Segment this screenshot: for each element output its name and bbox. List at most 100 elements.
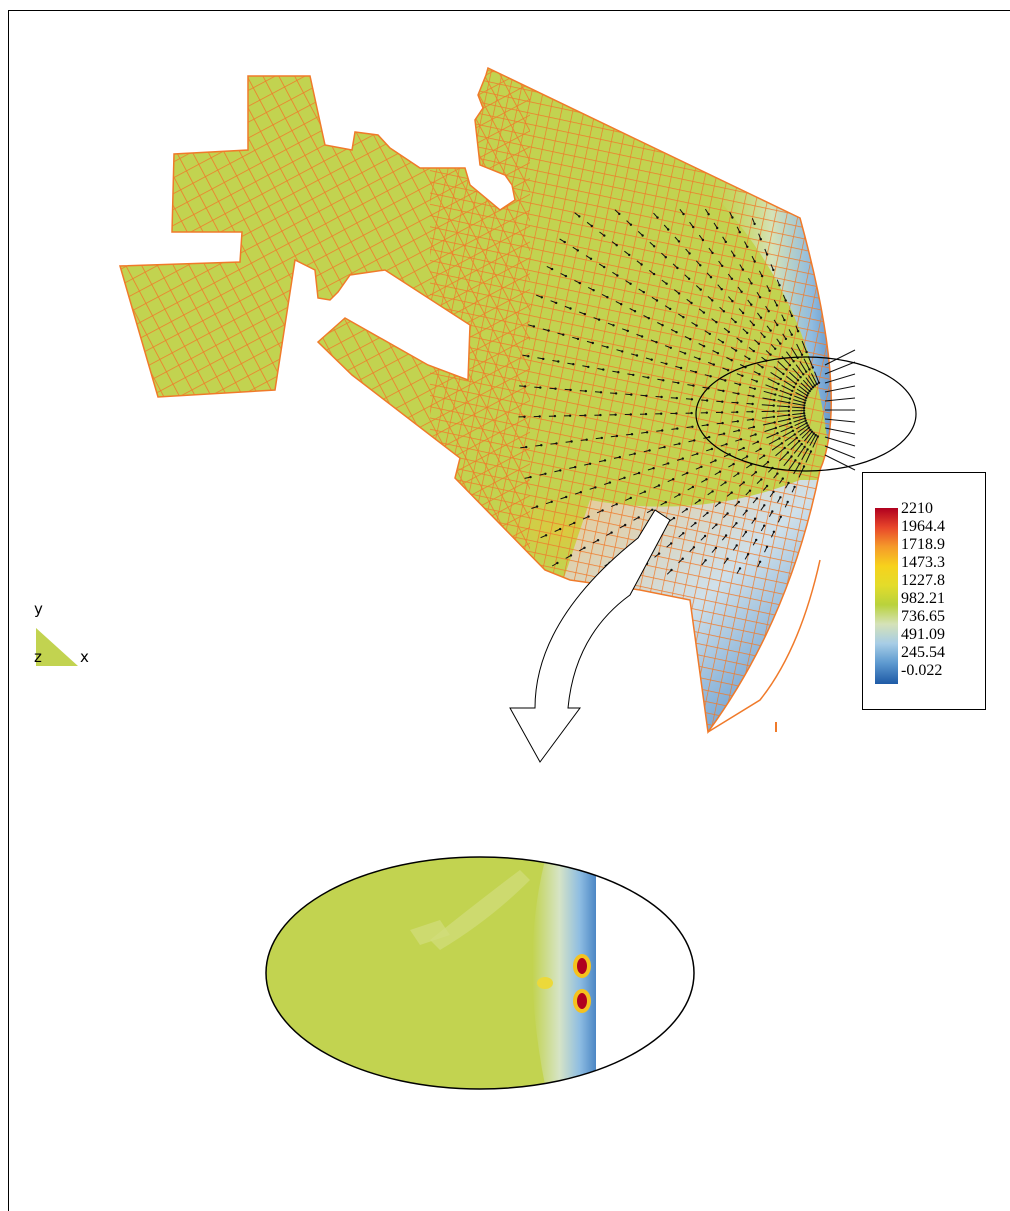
velocity-arrow-head (804, 419, 807, 422)
velocity-arrow-head (664, 256, 667, 259)
velocity-arrow-head (732, 462, 735, 466)
velocity-arrow (801, 340, 808, 353)
velocity-arrow (793, 399, 805, 404)
velocity-arrow-head (559, 527, 562, 531)
velocity-arrow-head (753, 260, 756, 263)
velocity-arrow (799, 427, 810, 436)
velocity-arrow (787, 437, 798, 446)
velocity-arrow-head (752, 349, 755, 353)
velocity-arrow-head (761, 366, 764, 369)
velocity-arrow-head (557, 360, 560, 363)
legend-tick: -0.022 (901, 662, 943, 679)
velocity-arrow (761, 416, 774, 419)
velocity-arrow (797, 446, 806, 458)
velocity-arrow-head (702, 345, 706, 348)
velocity-arrow-head (750, 282, 753, 285)
velocity-arrow (768, 437, 780, 445)
velocity-arrow-head (788, 397, 792, 400)
velocity-arrow-head (721, 421, 724, 425)
velocity-arrow-head (721, 264, 724, 268)
velocity-arrow-head (786, 500, 789, 504)
velocity-arrow-head (699, 264, 702, 267)
velocity-arrow-head (731, 216, 734, 219)
axes-triangle-icon (36, 628, 78, 666)
coordinate-axes: y z x (30, 600, 110, 670)
velocity-arrow-head (791, 429, 795, 432)
velocity-arrow-head (621, 350, 624, 353)
velocity-arrow-head (554, 387, 557, 390)
velocity-arrow (795, 422, 807, 430)
velocity-arrow (796, 343, 803, 356)
velocity-arrow-head (672, 516, 676, 520)
velocity-arrow-head (796, 379, 800, 382)
velocity-arrow-head (603, 234, 606, 237)
velocity-arrow (792, 412, 805, 416)
velocity-arrow-head (742, 446, 745, 450)
velocity-arrow-head (765, 484, 769, 488)
velocity-arrow (779, 389, 792, 396)
velocity-arrow-head (569, 388, 572, 392)
velocity-arrow-head (725, 443, 728, 446)
velocity-arrow-head (615, 503, 618, 506)
velocity-arrow-head (784, 337, 788, 341)
velocity-arrow-head (640, 263, 643, 266)
velocity-arrow-head (574, 465, 577, 469)
velocity-arrow-head (614, 392, 618, 395)
velocity-arrow-head (694, 370, 698, 374)
velocity-arrow-head (755, 380, 758, 383)
velocity-arrow-head (532, 325, 536, 328)
velocity-arrow-head (741, 374, 744, 377)
velocity-arrow (762, 397, 775, 401)
velocity-arrow (801, 449, 809, 461)
velocity-arrow-head (682, 212, 685, 216)
velocity-arrow-head (760, 478, 763, 481)
velocity-arrow-head (750, 303, 753, 306)
velocity-arrow-head (594, 486, 597, 489)
velocity-arrow-head (587, 365, 590, 369)
velocity-arrow-head (712, 363, 715, 366)
velocity-arrow-head (663, 445, 666, 449)
velocity-arrow-head (588, 462, 592, 465)
velocity-arrow-head (667, 228, 670, 231)
velocity-arrow (775, 447, 786, 457)
velocity-arrow-head (779, 515, 782, 518)
velocity-arrow (781, 385, 793, 392)
velocity-arrow-head (802, 406, 806, 410)
velocity-arrow (798, 385, 809, 394)
velocity-arrow-head (592, 289, 595, 292)
velocity-arrow-head (632, 373, 635, 377)
velocity-arrow-head (711, 299, 714, 302)
velocity-arrow-head (584, 389, 587, 393)
frame-top-border (8, 10, 1010, 11)
velocity-arrow (786, 351, 794, 362)
velocity-arrow-head (759, 238, 762, 241)
velocity-arrow (790, 347, 799, 359)
velocity-arrow (824, 436, 856, 447)
velocity-arrow (783, 380, 795, 388)
velocity-arrow-head (544, 534, 548, 537)
velocity-arrow-head (779, 377, 782, 381)
velocity-arrow-head (768, 289, 771, 292)
velocity-arrow-head (795, 436, 798, 440)
velocity-arrow-head (603, 265, 606, 269)
velocity-arrow-head (754, 471, 758, 474)
velocity-arrow-head (776, 432, 779, 435)
velocity-arrow-head (705, 478, 708, 481)
velocity-arrow-head (736, 410, 739, 414)
velocity-arrow-head (629, 496, 632, 500)
velocity-arrow-head (664, 501, 667, 504)
velocity-arrow-head (755, 497, 759, 500)
velocity-arrow-head (700, 465, 703, 468)
velocity-arrow-head (617, 371, 620, 374)
velocity-arrow-head (753, 222, 756, 226)
velocity-arrow-head (677, 240, 681, 243)
velocity-arrow-head (681, 557, 684, 560)
velocity-arrow-head (542, 357, 545, 361)
velocity-arrow-head (690, 411, 693, 415)
velocity-arrow (824, 349, 856, 366)
legend-tick: 982.21 (901, 590, 945, 607)
velocity-arrow (792, 402, 805, 406)
velocity-arrow-head (606, 346, 609, 349)
velocity-arrow-head (802, 409, 806, 412)
velocity-arrow-head (701, 238, 705, 242)
